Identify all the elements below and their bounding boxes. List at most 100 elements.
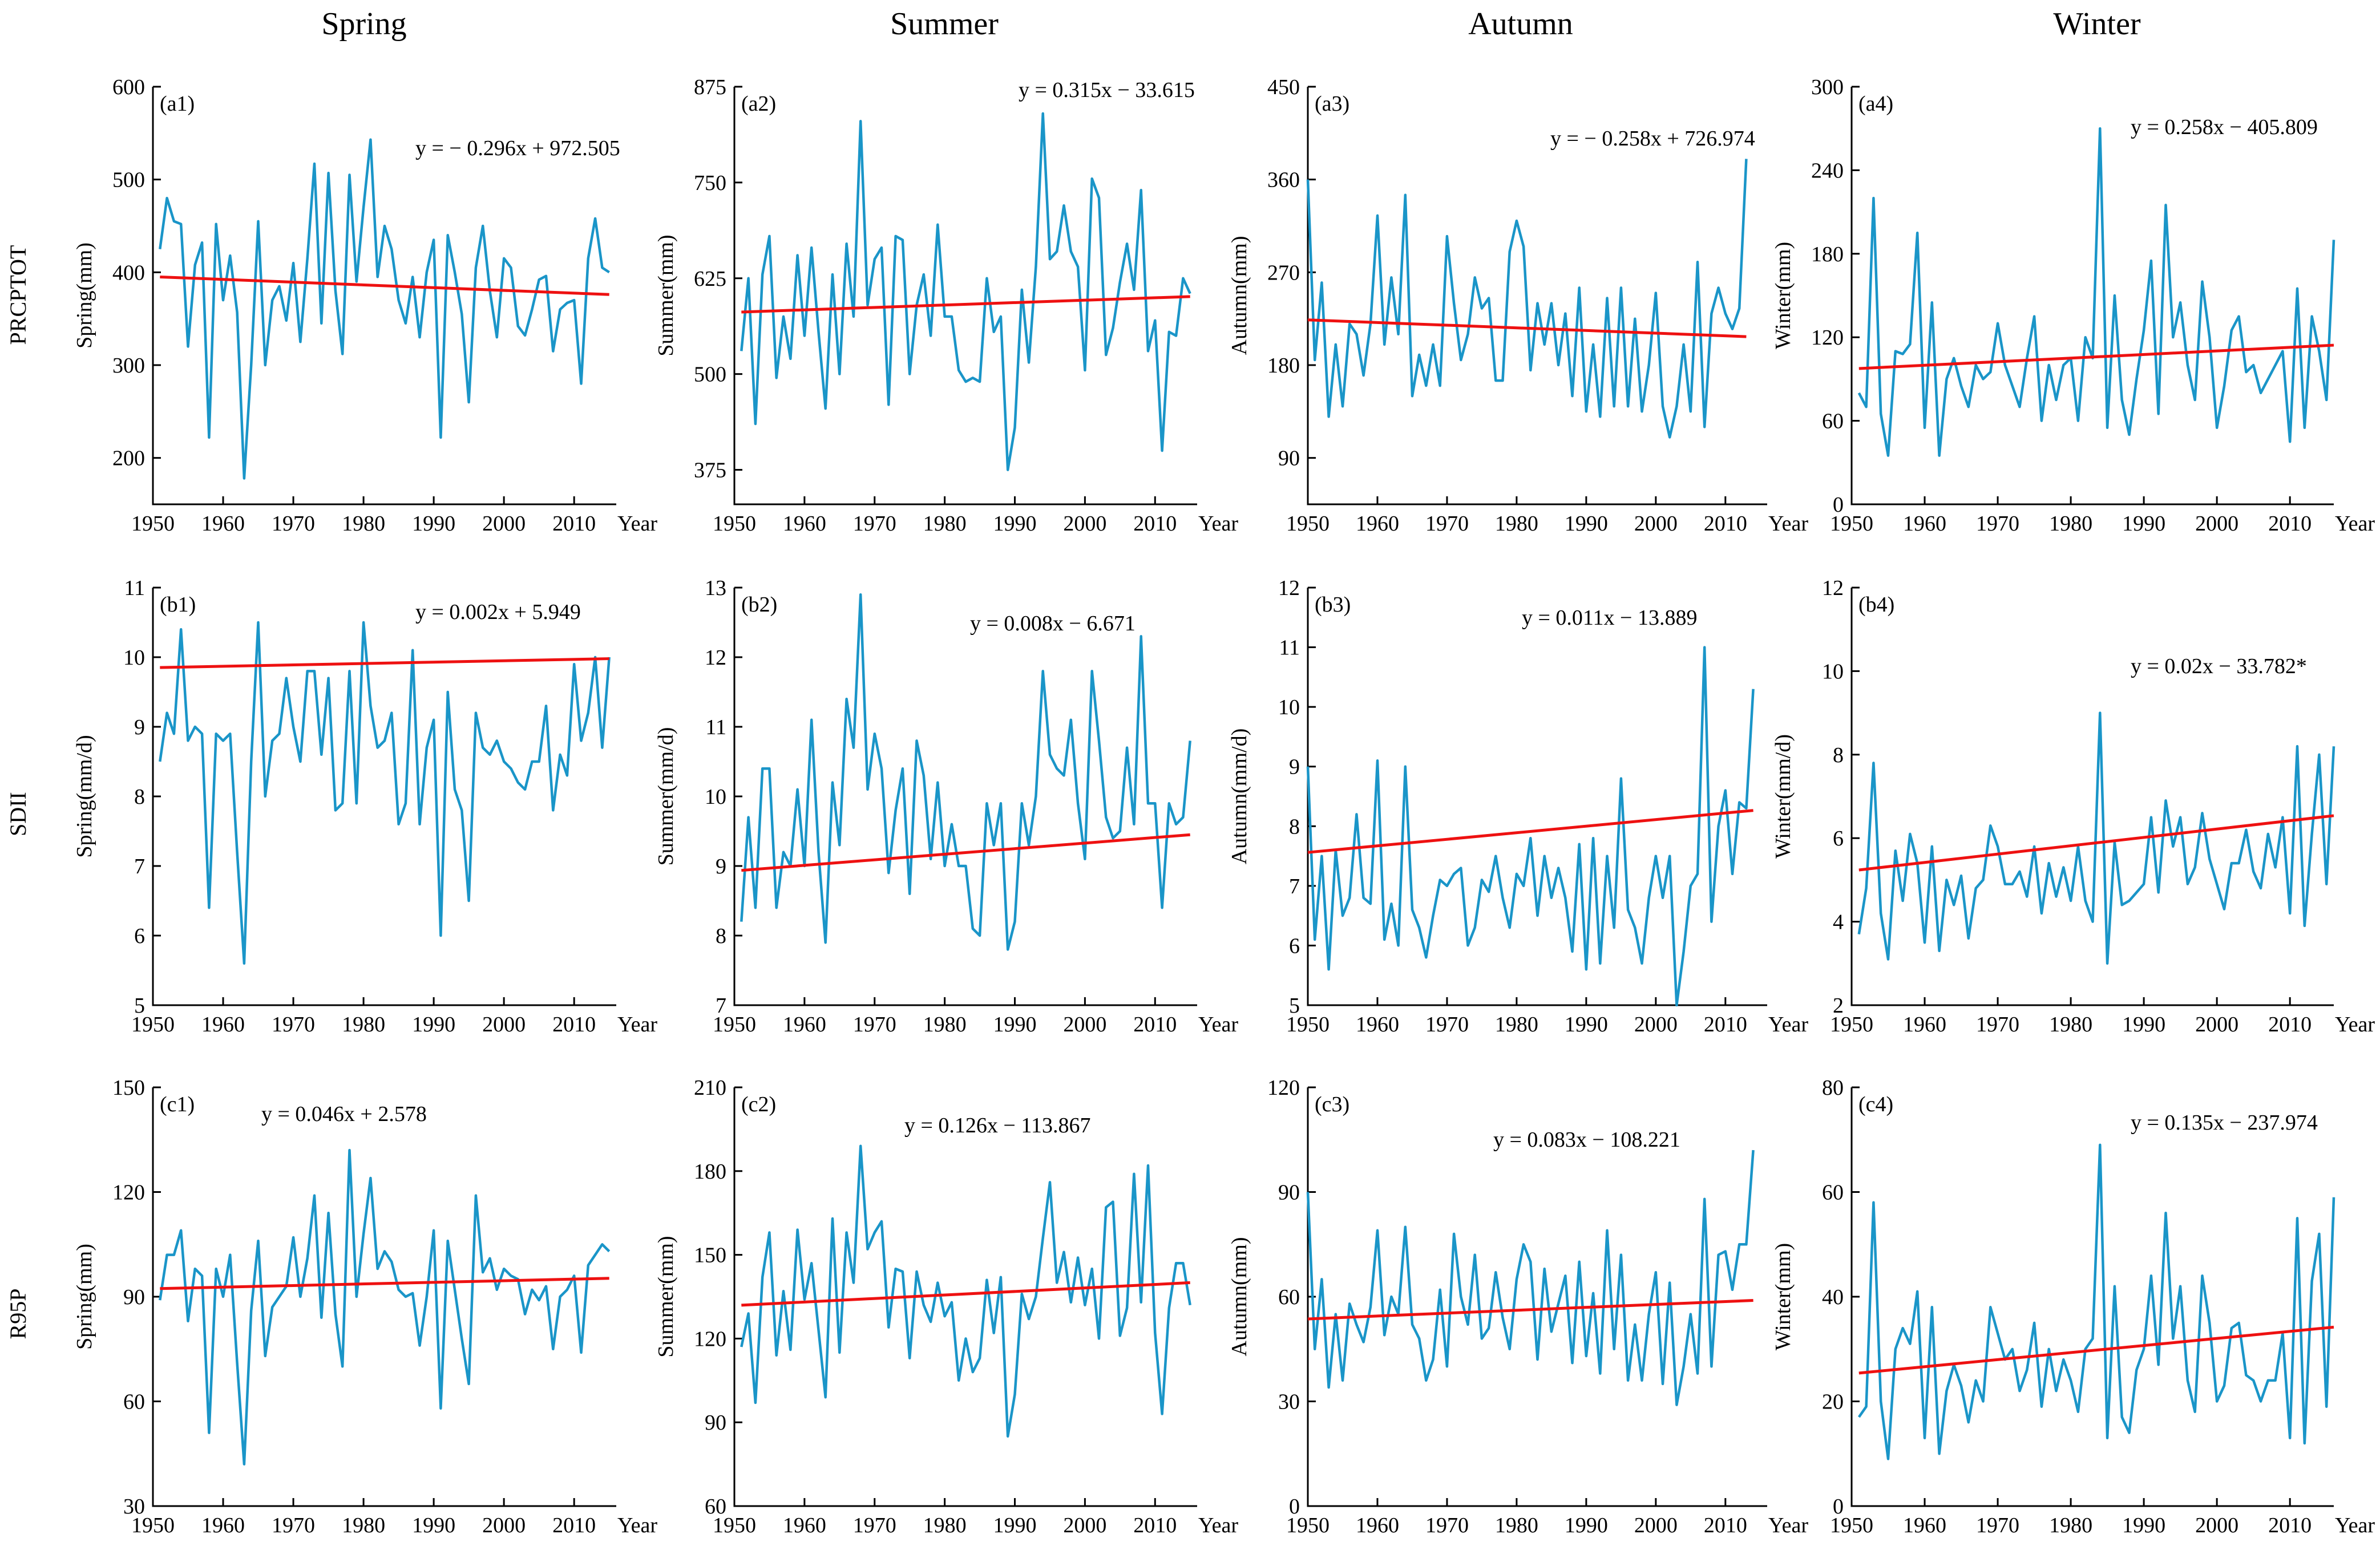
trend-line-c4: [1858, 1325, 2334, 1375]
y-tick-label: 90: [705, 1411, 726, 1435]
trend-equation: y = 0.083x − 108.221: [1493, 1128, 1680, 1152]
x-tick-label: 1980: [923, 512, 967, 536]
trend-line-b2: [741, 833, 1190, 872]
y-tick-label: 450: [1267, 75, 1300, 99]
x-tick-label: 2000: [1063, 1513, 1106, 1537]
series-line-c2: [740, 1144, 1191, 1438]
series-line-a2: [740, 112, 1191, 471]
x-tick-label: 2000: [1063, 1013, 1106, 1037]
trend-equation: y = − 0.296x + 972.505: [415, 136, 620, 160]
y-tick-label: 0: [1833, 1495, 1844, 1519]
x-tick-label: 1960: [783, 1513, 826, 1537]
y-tick-label: 90: [1278, 1181, 1300, 1205]
x-axis-title: Year: [1768, 512, 1808, 536]
y-tick-label: 30: [123, 1495, 145, 1519]
x-tick-label: 1960: [201, 1513, 245, 1537]
panel-b2: 1950 1960 1970 1980 1990 2000 2010 Year 7 8 9 10 11 1…: [654, 576, 1238, 1037]
trend-line-a1: [160, 275, 609, 296]
x-tick-label: 2010: [1133, 1513, 1177, 1537]
x-tick-label: 1970: [1976, 1013, 2019, 1037]
y-tick-label: 12: [1822, 576, 1844, 600]
x-tick-label: 1990: [412, 1013, 455, 1037]
axes-b2: [733, 588, 1197, 1006]
x-tick-label: 1960: [201, 512, 245, 536]
y-tick-label: 60: [1822, 410, 1844, 434]
x-tick-label: 1980: [2049, 1513, 2092, 1537]
y-tick-label: 120: [694, 1327, 726, 1351]
x-tick-label: 1960: [783, 512, 826, 536]
y-tick-label: 11: [124, 576, 145, 600]
x-tick-label: 1950: [1830, 512, 1873, 536]
y-tick-label: 10: [1822, 659, 1844, 683]
x-tick-label: 1960: [1903, 1013, 1946, 1037]
series-line-b3: [1306, 646, 1755, 1007]
panel-c1: 1950 1960 1970 1980 1990 2000 2010 Year 30 60 90 12…: [72, 1076, 657, 1537]
panel-label: (c1): [160, 1092, 195, 1116]
x-tick-label: 1970: [1425, 512, 1469, 536]
y-tick-label: 13: [705, 576, 726, 600]
trend-line-c3: [1307, 1298, 1753, 1321]
x-tick-label: 1950: [131, 1013, 175, 1037]
y-tick-label: 180: [1811, 242, 1844, 266]
y-tick-label: 30: [1278, 1390, 1300, 1414]
x-tick-label: 1970: [853, 1013, 896, 1037]
x-axis-title: Year: [617, 1513, 657, 1537]
y-tick-label: 500: [112, 168, 145, 192]
panel-label: (b1): [160, 593, 196, 617]
trend-equation: y = 0.126x − 113.867: [904, 1114, 1090, 1138]
series-line-c4: [1857, 1143, 2335, 1460]
y-tick-label: 10: [1278, 695, 1300, 719]
trend-line-c2: [741, 1281, 1190, 1307]
y-tick-label: 180: [694, 1160, 726, 1184]
y-tick-label: 210: [694, 1076, 726, 1100]
axes-b1: [152, 588, 616, 1006]
y-tick-label: 20: [1822, 1390, 1844, 1414]
y-axis-title: Summer(mm): [654, 1236, 678, 1357]
x-tick-label: 2010: [2268, 1513, 2312, 1537]
trend-equation: y = 0.008x − 6.671: [970, 612, 1136, 636]
y-axis-title: Winter(mm/d): [1771, 734, 1795, 859]
y-axis-title: Summer(mm/d): [654, 727, 678, 866]
trend-line-c1: [160, 1277, 609, 1290]
y-tick-label: 8: [134, 785, 145, 809]
y-tick-label: 60: [1278, 1285, 1300, 1309]
panel-b3: 1950 1960 1970 1980 1990 2000 2010 Year 5 6 7 8 9 10 1…: [1227, 576, 1808, 1037]
x-tick-label: 1950: [713, 1513, 756, 1537]
panel-label: (b3): [1315, 593, 1351, 617]
x-axis-title: Year: [2335, 512, 2375, 536]
trend-line-a2: [741, 295, 1190, 314]
x-tick-label: 1990: [1565, 1013, 1608, 1037]
panel-label: (a4): [1858, 92, 1893, 116]
y-tick-label: 2: [1833, 994, 1844, 1018]
x-axis-title: Year: [617, 1013, 657, 1037]
panel-a1: 1950 1960 1970 1980 1990 2000 2010 Year 200 300 40…: [72, 75, 657, 536]
row-label-r95p: R95P: [5, 1289, 31, 1339]
y-tick-label: 9: [716, 855, 726, 879]
y-tick-label: 11: [1279, 636, 1300, 660]
y-tick-label: 400: [112, 261, 145, 285]
y-tick-label: 60: [123, 1390, 145, 1414]
x-tick-label: 1950: [1830, 1513, 1873, 1537]
panel-label: (b2): [741, 593, 777, 617]
y-tick-label: 750: [694, 171, 726, 195]
y-tick-label: 625: [694, 267, 726, 291]
x-axis-title: Year: [1198, 1513, 1238, 1537]
panel-label: (a1): [160, 92, 195, 116]
row-label-prcptot: PRCPTOT: [5, 245, 31, 345]
x-tick-label: 2010: [552, 1013, 596, 1037]
x-tick-label: 1980: [342, 1513, 385, 1537]
panel-c4: 1950 1960 1970 1980 1990 2000 2010 Year 0 20 40 60 8…: [1771, 1076, 2375, 1537]
series-line-b1: [159, 621, 611, 965]
y-tick-label: 12: [705, 646, 726, 670]
x-tick-label: 1990: [412, 1513, 455, 1537]
y-tick-label: 8: [1833, 743, 1844, 767]
x-tick-label: 1980: [342, 512, 385, 536]
row-label-sdii: SDII: [5, 792, 31, 836]
panel-a2: 1950 1960 1970 1980 1990 2000 2010 Year 375 500 62…: [654, 75, 1238, 536]
x-axis-title: Year: [1198, 1013, 1238, 1037]
y-tick-label: 8: [1289, 815, 1300, 839]
x-tick-label: 2000: [1634, 1013, 1678, 1037]
y-axis-title: Autumn(mm): [1227, 1237, 1251, 1357]
panel-label: (a2): [741, 92, 776, 116]
